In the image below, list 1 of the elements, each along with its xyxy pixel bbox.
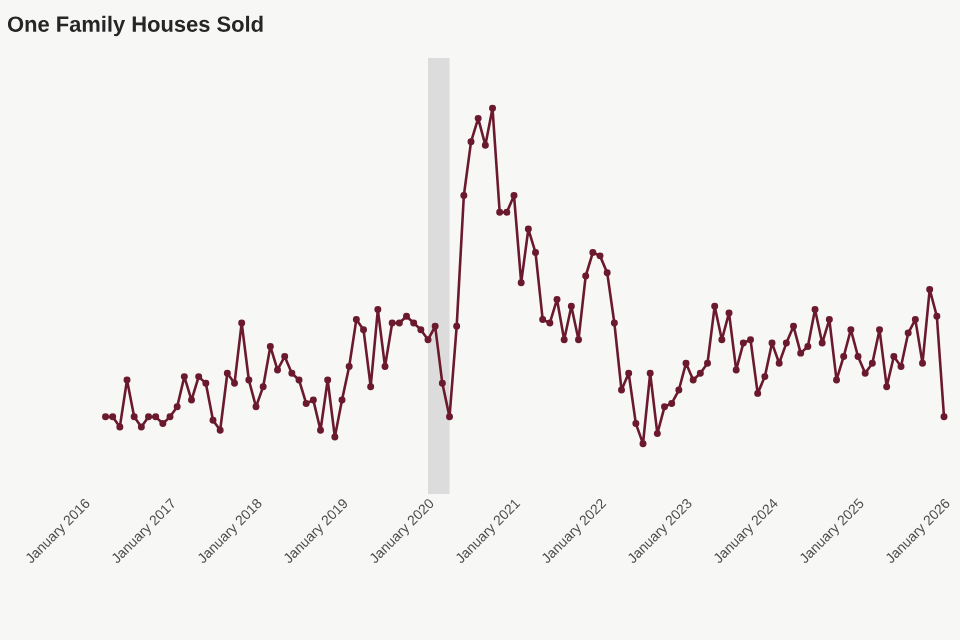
chart-title: One Family Houses Sold bbox=[7, 15, 263, 37]
